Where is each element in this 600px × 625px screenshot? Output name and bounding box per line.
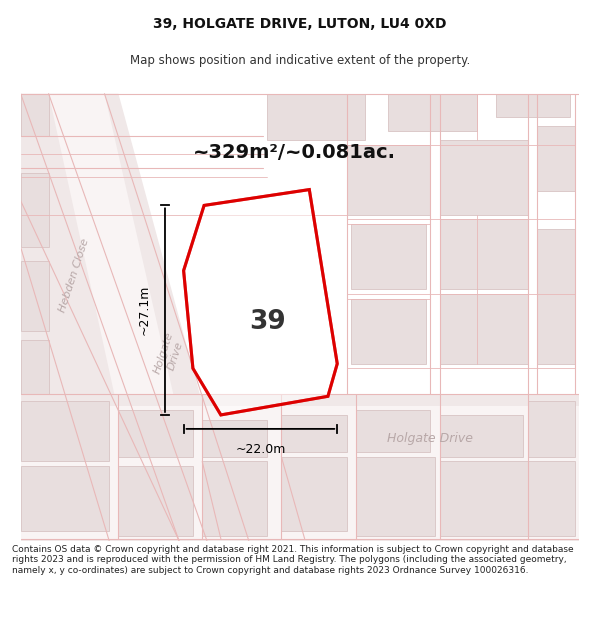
Text: 39, HOLGATE DRIVE, LUTON, LU4 0XD: 39, HOLGATE DRIVE, LUTON, LU4 0XD: [153, 17, 447, 31]
Polygon shape: [49, 94, 207, 541]
Polygon shape: [268, 94, 365, 140]
Polygon shape: [440, 140, 528, 215]
Text: Holgate Drive: Holgate Drive: [388, 432, 473, 445]
Polygon shape: [118, 410, 193, 457]
Text: Map shows position and indicative extent of the property.: Map shows position and indicative extent…: [130, 54, 470, 68]
Polygon shape: [538, 229, 575, 364]
Polygon shape: [388, 94, 477, 131]
Polygon shape: [351, 299, 426, 364]
Polygon shape: [440, 461, 575, 536]
Polygon shape: [20, 94, 49, 136]
Polygon shape: [20, 466, 109, 531]
Polygon shape: [496, 94, 570, 117]
Polygon shape: [202, 461, 268, 536]
Polygon shape: [440, 415, 523, 457]
Text: Holgate
Drive: Holgate Drive: [152, 331, 187, 378]
Polygon shape: [281, 415, 347, 452]
Polygon shape: [118, 466, 193, 536]
Text: ~329m²/~0.081ac.: ~329m²/~0.081ac.: [193, 143, 396, 162]
Polygon shape: [20, 394, 580, 541]
Polygon shape: [528, 401, 575, 457]
Polygon shape: [20, 406, 580, 539]
Polygon shape: [20, 173, 49, 248]
Polygon shape: [20, 401, 109, 461]
Polygon shape: [347, 145, 430, 215]
Polygon shape: [356, 410, 430, 452]
Polygon shape: [440, 219, 528, 289]
Polygon shape: [202, 419, 268, 457]
Polygon shape: [281, 457, 347, 531]
Text: ~22.0m: ~22.0m: [235, 443, 286, 456]
Text: Hebden Close: Hebden Close: [57, 237, 91, 314]
Polygon shape: [20, 341, 49, 394]
Polygon shape: [356, 457, 435, 536]
Text: ~27.1m: ~27.1m: [138, 285, 151, 336]
Polygon shape: [20, 94, 239, 541]
Polygon shape: [538, 126, 575, 191]
Polygon shape: [20, 261, 49, 331]
Text: Contains OS data © Crown copyright and database right 2021. This information is : Contains OS data © Crown copyright and d…: [12, 545, 574, 574]
Text: 39: 39: [249, 309, 286, 335]
Polygon shape: [440, 294, 528, 364]
Polygon shape: [351, 224, 426, 289]
Polygon shape: [184, 189, 337, 415]
